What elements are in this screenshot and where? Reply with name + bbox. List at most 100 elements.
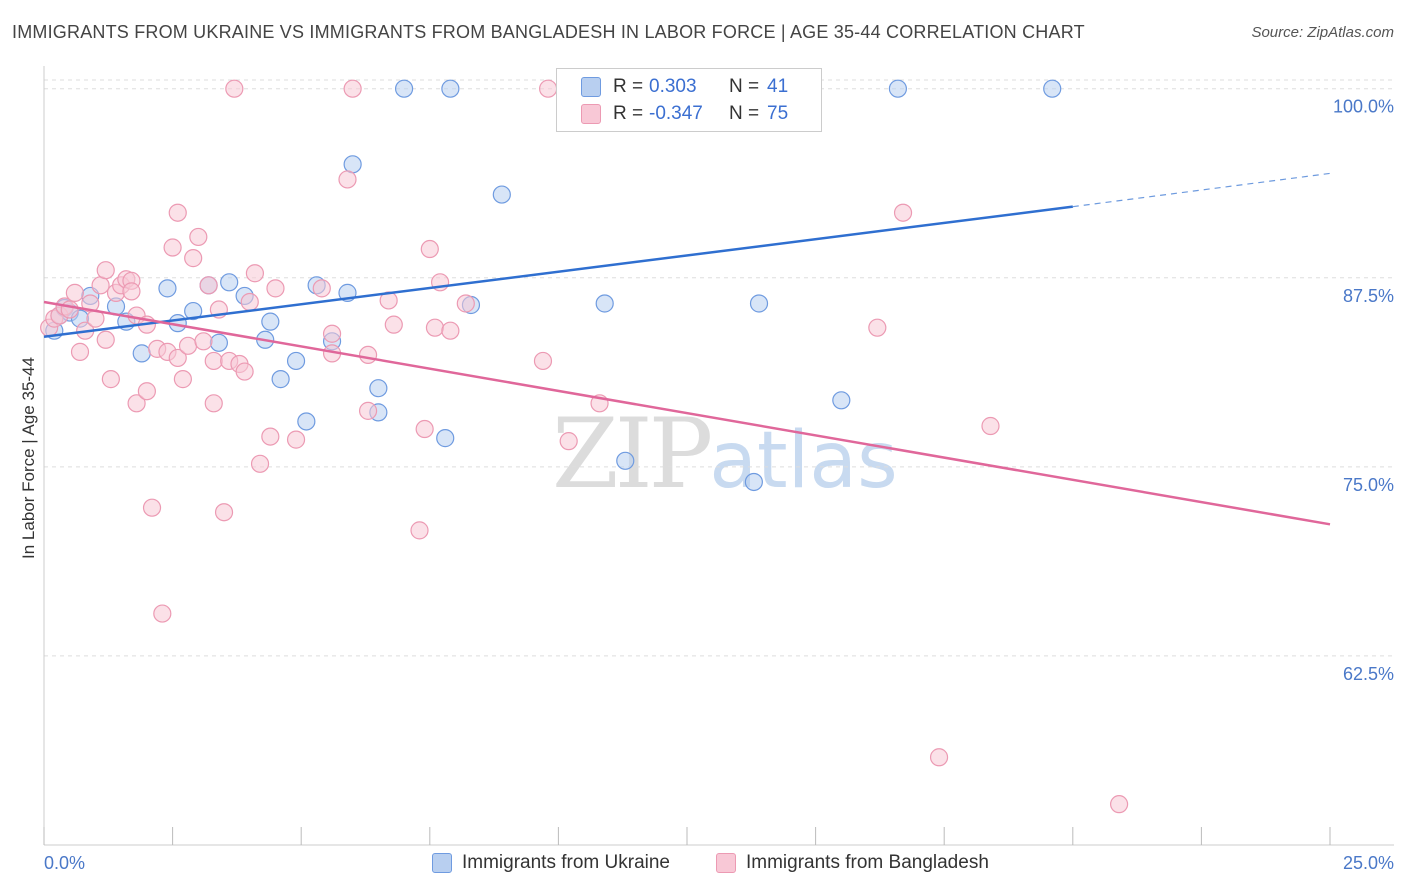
bangladesh-point [178, 336, 198, 355]
bangladesh-point [868, 318, 887, 337]
ukraine-point [744, 472, 763, 492]
ukraine-point [343, 155, 362, 174]
ukraine-point [209, 333, 228, 352]
bangladesh-point [245, 264, 265, 283]
x-tick-label: 25.0% [1343, 853, 1394, 873]
watermark-zip: ZIP [552, 398, 713, 510]
bangladesh-point [415, 419, 434, 439]
bangladesh-r-value: -0.347 [649, 103, 703, 124]
bangladesh-point [204, 351, 223, 371]
bangladesh-point [194, 332, 213, 351]
x-tick-label: 0.0% [44, 853, 85, 873]
series-legend: Immigrants from Ukraine Immigrants from … [0, 852, 1406, 878]
bangladesh-point [358, 401, 378, 420]
ukraine-point [749, 294, 769, 313]
bangladesh-point [96, 261, 115, 280]
ukraine-point [132, 344, 151, 363]
legend-label-bangladesh: Immigrants from Bangladesh [746, 852, 989, 873]
bangladesh-point [420, 239, 439, 259]
bangladesh-point [142, 498, 162, 517]
ukraine-point [286, 351, 306, 371]
ukraine-point [369, 379, 388, 398]
bangladesh-point [173, 370, 192, 389]
ukraine-point [436, 429, 455, 448]
axes [43, 66, 1394, 846]
bangladesh-point [456, 294, 475, 313]
bangladesh-n-value: 75 [767, 103, 789, 124]
bangladesh-point [96, 330, 115, 349]
bangladesh-point [225, 79, 244, 98]
bangladesh-point [189, 227, 208, 247]
r-label: R = [613, 76, 644, 97]
bangladesh-point [122, 282, 141, 301]
bangladesh-point [235, 362, 254, 381]
ukraine-point [595, 294, 614, 313]
bangladesh-point [539, 79, 558, 98]
ukraine-trend-extension [1072, 172, 1331, 208]
bangladesh-point [266, 279, 285, 298]
bangladesh-point [929, 748, 949, 767]
legend-item-bangladesh[interactable]: Immigrants from Bangladesh [716, 852, 989, 874]
bangladesh-point [127, 394, 146, 413]
ukraine-point [271, 370, 290, 389]
bangladesh-point [163, 238, 182, 257]
bangladesh-point [893, 203, 913, 222]
chart-title: IMMIGRANTS FROM UKRAINE VS IMMIGRANTS FR… [12, 22, 1085, 42]
ukraine-trend-line [43, 205, 1073, 338]
ukraine-point [492, 185, 511, 204]
stats-legend: R = 0.303 N = 41 R = -0.347 N = 75 [556, 68, 822, 132]
watermark-atlas: atlas [709, 416, 898, 506]
ukraine-swatch [432, 853, 452, 873]
bangladesh-point [338, 170, 357, 189]
y-axis-label: In Labor Force | Age 35-44 [19, 357, 38, 559]
ukraine-swatch [581, 77, 601, 97]
axis-labels: 62.5% 75.0% 87.5% 100.0% 0.0% 25.0% In Labor F… [19, 97, 1394, 873]
bangladesh-point [441, 321, 460, 340]
bangladesh-point [214, 503, 234, 522]
bangladesh-point [65, 283, 84, 302]
bangladesh-point [204, 394, 223, 413]
bangladesh-point [250, 454, 270, 473]
legend-label-ukraine: Immigrants from Ukraine [462, 852, 670, 873]
ukraine-r-value: 0.303 [649, 76, 697, 97]
bangladesh-point [168, 203, 187, 222]
ukraine-point [158, 279, 177, 298]
y-tick-label: 87.5% [1343, 286, 1394, 306]
bangladesh-point [70, 342, 90, 361]
y-tick-label: 62.5% [1343, 664, 1394, 684]
bangladesh-trend-line [43, 300, 1331, 526]
legend-item-ukraine[interactable]: Immigrants from Ukraine [432, 852, 670, 874]
bangladesh-point [184, 249, 203, 268]
ukraine-point [1043, 79, 1062, 98]
bangladesh-point [153, 604, 172, 623]
ukraine-point [441, 79, 460, 98]
bangladesh-point [981, 416, 1000, 436]
bangladesh-point [137, 382, 156, 401]
bangladesh-point [261, 427, 280, 446]
ukraine-point [394, 79, 414, 98]
ukraine-point [297, 412, 316, 431]
r-label: R = [613, 103, 644, 124]
bangladesh-point [384, 315, 403, 334]
y-tick-label: 75.0% [1343, 475, 1394, 495]
bangladesh-point [199, 276, 218, 295]
data-points [40, 79, 1129, 814]
ukraine-point [616, 451, 635, 470]
bangladesh-point [410, 521, 429, 540]
bangladesh-point [358, 345, 378, 365]
bangladesh-point [286, 430, 306, 449]
ukraine-point [261, 312, 280, 331]
y-tick-label: 100.0% [1333, 97, 1394, 117]
bangladesh-point [240, 292, 259, 312]
watermark: ZIPatlas [552, 398, 898, 510]
bangladesh-point [1109, 795, 1129, 814]
source-label: Source: ZipAtlas.com [1251, 24, 1394, 41]
ukraine-n-value: 41 [767, 76, 789, 97]
bangladesh-point [168, 348, 187, 368]
n-label: N = [729, 76, 760, 97]
bangladesh-point [559, 432, 578, 451]
ukraine-point [888, 79, 908, 98]
bangladesh-point [425, 318, 445, 337]
bangladesh-swatch [581, 104, 601, 124]
